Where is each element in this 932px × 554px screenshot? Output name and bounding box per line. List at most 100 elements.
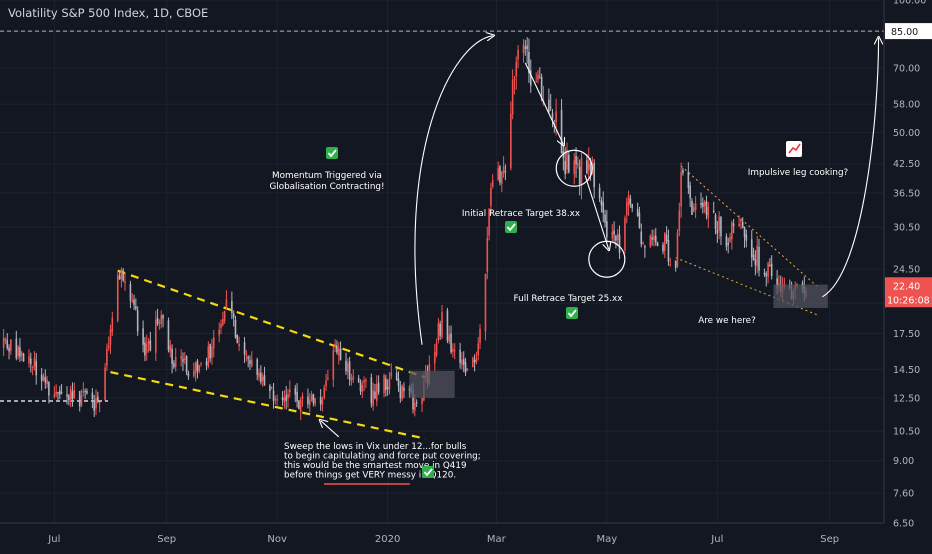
candle-body xyxy=(511,80,514,115)
candle-body xyxy=(225,299,228,308)
candle-body xyxy=(566,149,568,170)
candle-body xyxy=(97,396,99,401)
candle-body xyxy=(593,162,595,188)
candle-body xyxy=(642,242,644,244)
candle-body xyxy=(205,361,208,366)
candle-body xyxy=(727,243,730,245)
candle-body xyxy=(452,348,454,352)
candle-body xyxy=(357,378,360,383)
candle-body xyxy=(198,365,201,372)
candle-body xyxy=(347,363,349,373)
candle-body xyxy=(598,187,601,199)
candle-body xyxy=(707,206,710,219)
candle-body xyxy=(529,70,532,86)
candle-body xyxy=(437,323,440,341)
candle-body xyxy=(370,377,373,404)
candle-body xyxy=(144,342,146,356)
overlay-lines xyxy=(0,30,884,440)
candle-body xyxy=(281,397,284,400)
candle-body xyxy=(287,393,289,399)
rally-arrow xyxy=(414,36,493,345)
candle-body xyxy=(323,387,326,399)
candle-body xyxy=(644,246,646,248)
candle-body xyxy=(174,356,177,368)
candle-body xyxy=(116,275,119,321)
candle-body xyxy=(377,382,380,393)
candle-body xyxy=(260,372,262,383)
candle-body xyxy=(678,210,681,231)
candle-body xyxy=(580,157,583,185)
candle-body xyxy=(180,356,182,359)
candle-body xyxy=(223,310,226,322)
candle-body xyxy=(307,396,309,405)
candle-body xyxy=(510,114,512,169)
initial-retrace-annotation: Initial Retrace Target 38.xx xyxy=(462,209,580,219)
gridlines xyxy=(0,0,884,524)
candle-body xyxy=(743,226,746,237)
candle-body xyxy=(299,399,302,413)
candle-body xyxy=(312,393,315,403)
checkmark-tick xyxy=(423,468,433,477)
candle-body xyxy=(187,372,190,377)
candle-body xyxy=(53,394,56,397)
candle-body xyxy=(308,400,311,406)
chart-increasing-icon xyxy=(786,141,802,157)
y-tick-label: 42.50 xyxy=(893,159,920,170)
candle-body xyxy=(95,398,97,409)
candle-body xyxy=(575,156,577,165)
candle-body xyxy=(535,81,537,83)
candle-body xyxy=(231,300,233,313)
candle-body xyxy=(193,371,195,377)
candle-body xyxy=(548,99,550,113)
candle-body xyxy=(397,378,400,387)
candle-body xyxy=(694,203,697,211)
candle-body xyxy=(363,380,365,383)
candle-body xyxy=(22,353,25,362)
y-tick-label: 24.50 xyxy=(893,265,920,276)
candle-body xyxy=(283,398,286,402)
candle-body xyxy=(484,273,487,332)
candle-body xyxy=(526,45,528,50)
y-tick-label: 58.00 xyxy=(893,100,920,111)
candle-body xyxy=(502,166,505,174)
candle-body xyxy=(48,382,50,396)
candle-body xyxy=(725,236,728,247)
candle-body xyxy=(294,388,297,395)
x-tick-label: Jul xyxy=(47,534,60,545)
candle-body xyxy=(33,358,36,367)
checkmark-bg xyxy=(326,147,338,159)
candle-body xyxy=(473,360,476,363)
candle-body xyxy=(770,263,773,277)
candle-body xyxy=(600,200,603,206)
candle-body xyxy=(403,387,405,391)
candle-body xyxy=(4,338,7,341)
candle-body xyxy=(314,398,316,405)
candle-body xyxy=(310,395,313,400)
candle-body xyxy=(616,233,619,241)
candle-body xyxy=(653,235,655,241)
y-tick-label: 36.50 xyxy=(893,188,920,199)
candle-body xyxy=(122,270,124,281)
y-tick-label: 17.50 xyxy=(893,329,920,340)
target-price-tag xyxy=(885,23,932,40)
candle-body xyxy=(765,273,768,277)
candle-body xyxy=(528,52,530,73)
candle-body xyxy=(71,391,74,400)
candle-body xyxy=(602,202,605,213)
candle-body xyxy=(332,350,335,380)
candle-body xyxy=(374,391,376,399)
candle-body xyxy=(625,201,628,216)
x-tick-label: Jul xyxy=(710,534,723,545)
candle-body xyxy=(334,343,336,348)
candle-body xyxy=(654,235,657,243)
candle-body xyxy=(624,217,626,251)
current-box xyxy=(773,284,828,308)
candle-body xyxy=(35,360,38,376)
candle-body xyxy=(60,392,63,394)
candle-body xyxy=(160,315,163,324)
candle-body xyxy=(66,394,68,397)
candle-body xyxy=(500,171,503,185)
candle-body xyxy=(270,387,273,389)
